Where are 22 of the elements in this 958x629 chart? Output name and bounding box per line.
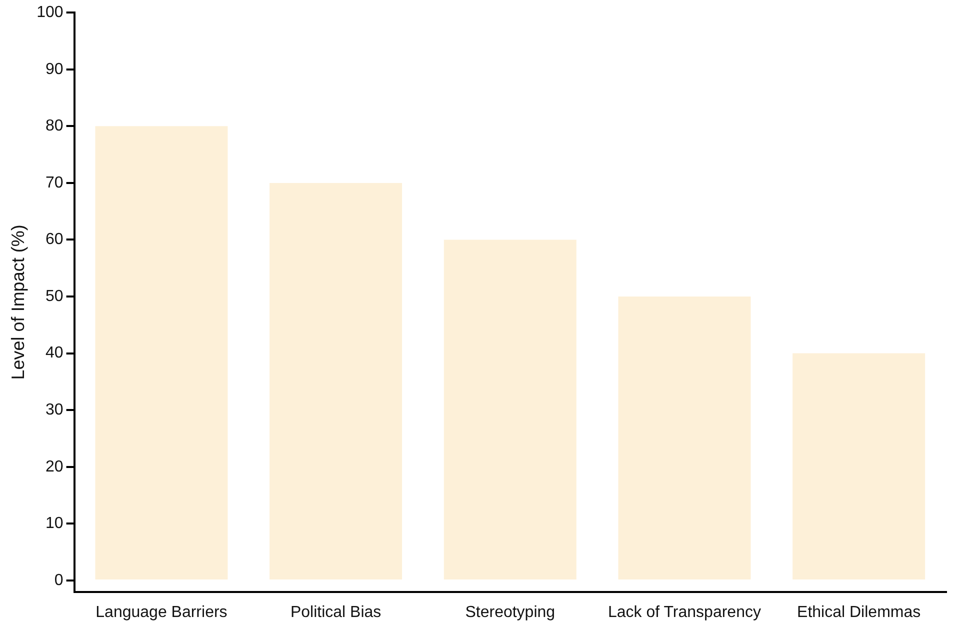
- x-tick-label: Language Barriers: [96, 604, 228, 621]
- y-tick-label: 10: [46, 515, 64, 532]
- x-tick-label: Political Bias: [290, 604, 382, 621]
- y-tick-label: 90: [46, 60, 64, 78]
- bar: [792, 353, 926, 580]
- y-axis-title: Level of Impact (%): [8, 224, 28, 380]
- y-tick-label: 60: [46, 231, 64, 248]
- x-tick-label: Lack of Transparency: [608, 604, 761, 621]
- y-tick-label: 100: [36, 4, 64, 22]
- y-tick-label: 70: [46, 174, 64, 192]
- y-tick-label: 0: [54, 572, 64, 589]
- x-tick-label: Ethical Dilemmas: [797, 604, 921, 621]
- bar: [618, 296, 751, 580]
- y-tick-label: 50: [46, 288, 64, 305]
- y-tick-label: 30: [46, 401, 64, 418]
- x-tick-label: Stereotyping: [465, 604, 556, 621]
- y-tick-label: 40: [46, 344, 64, 362]
- y-tick-label: 20: [46, 458, 64, 476]
- bar: [270, 182, 402, 580]
- bar: [95, 126, 228, 580]
- bar: [444, 240, 576, 580]
- y-tick-label: 80: [46, 118, 64, 135]
